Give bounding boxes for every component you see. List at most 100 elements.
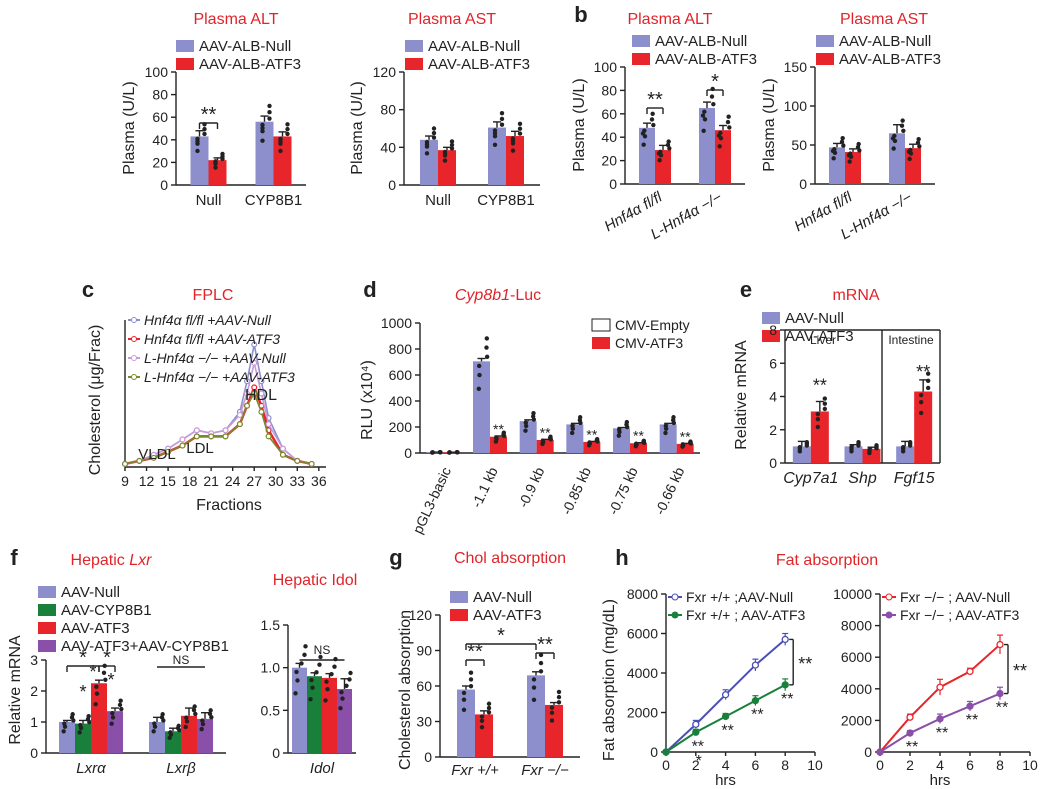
h2-x-tick-label: 8 xyxy=(996,757,1004,773)
e-bar-0-1 xyxy=(844,446,863,463)
c-x-tick-label: 15 xyxy=(160,473,176,489)
h2-point xyxy=(936,715,944,723)
e-point xyxy=(925,385,931,391)
h2-legend-label: Fxr −/− ; AAV-ATF3 xyxy=(900,607,1020,623)
a1-bar-1-0 xyxy=(208,160,227,185)
e-category-label: Cyp7a1 xyxy=(783,470,838,487)
h2-sig-label: ** xyxy=(1013,661,1027,681)
h1-sig-label: ** xyxy=(751,707,763,724)
f1-point xyxy=(183,724,188,730)
b2-y-tick-label: 0 xyxy=(799,176,807,192)
h-title: Fat absorption xyxy=(776,552,878,569)
d-point xyxy=(641,440,647,445)
d-sig-label: ** xyxy=(633,428,644,444)
b1-point xyxy=(702,109,707,114)
f1-sig-label: * xyxy=(89,662,96,682)
c-point xyxy=(222,433,229,440)
a2-legend-swatch xyxy=(405,40,423,52)
a1-point xyxy=(213,160,218,165)
f1-point xyxy=(191,708,197,713)
d-point xyxy=(540,441,545,447)
d-category-label: -0.85 kb xyxy=(558,464,594,517)
d-category-label: -0.66 kb xyxy=(652,464,688,517)
a1-point xyxy=(220,156,225,162)
d-y-tick-label: 0 xyxy=(404,445,412,461)
a2-point xyxy=(517,121,523,126)
d-point xyxy=(455,450,460,455)
f1-point xyxy=(70,712,75,717)
g-point xyxy=(538,669,544,674)
c-annotation-hdl: HDL xyxy=(245,387,277,404)
a2-title: Plasma AST xyxy=(408,11,496,28)
d-point xyxy=(493,439,499,444)
f2-point xyxy=(309,677,314,683)
h2-xlabel: hrs xyxy=(930,772,951,789)
f1-point xyxy=(87,719,92,725)
d-point xyxy=(671,415,676,420)
b2-ylabel: Plasma (U/L) xyxy=(761,78,778,171)
c-point xyxy=(179,442,186,449)
b1-y-tick-label: 20 xyxy=(601,153,617,169)
a1-point xyxy=(278,148,283,154)
f1-sig-label: * xyxy=(79,647,87,669)
e-point xyxy=(900,445,906,450)
f1-point xyxy=(167,735,172,741)
a2-point xyxy=(517,131,523,136)
b1-point xyxy=(665,142,671,148)
b2-point xyxy=(847,159,852,164)
d-point xyxy=(633,443,639,449)
h1-legend-marker xyxy=(671,593,679,601)
h2-legend-label: Fxr −/− ; AAV-Null xyxy=(900,589,1010,605)
b1-point xyxy=(700,113,706,118)
c-x-tick-label: 36 xyxy=(311,473,327,489)
g-title: Chol absorption xyxy=(454,550,566,567)
f1-ylabel: Relative mRNA xyxy=(7,635,24,745)
b2-point xyxy=(856,141,861,147)
e-point xyxy=(867,447,872,452)
a1-point xyxy=(285,126,290,132)
h2-point xyxy=(966,667,974,676)
b2-point xyxy=(846,153,852,158)
d-point xyxy=(501,430,507,435)
c-series-line-3 xyxy=(124,391,312,465)
b1-point xyxy=(716,133,722,138)
c-point xyxy=(193,433,200,440)
e-point xyxy=(822,401,828,406)
c-point xyxy=(121,460,128,467)
panel-letter-c: c xyxy=(82,277,94,302)
b2-legend-label: AAV-ALB-Null xyxy=(839,33,931,50)
h2-point xyxy=(936,683,944,691)
c-point xyxy=(294,457,301,464)
g-point xyxy=(461,690,467,696)
h2-point xyxy=(966,702,974,710)
f1-point xyxy=(200,721,206,727)
b1-y-tick-label: 40 xyxy=(601,129,617,145)
f2-y-tick-label: 1.5 xyxy=(261,617,281,633)
h2-sig-label: ** xyxy=(906,739,918,756)
e-point xyxy=(907,440,913,445)
a1-y-tick-label: 60 xyxy=(152,109,168,125)
g-point xyxy=(556,694,562,700)
b2-legend-label: AAV-ALB-ATF3 xyxy=(839,51,941,68)
h1-x-tick-label: 2 xyxy=(692,757,700,773)
a1-point xyxy=(267,103,272,109)
d-point xyxy=(548,437,554,442)
h1-point xyxy=(781,635,789,644)
b1-legend-label: AAV-ALB-ATF3 xyxy=(655,51,757,68)
d-sig-label: ** xyxy=(540,424,551,440)
a1-sig-label: ** xyxy=(201,104,217,126)
f1-legend-label: AAV-CYP8B1 xyxy=(61,602,152,619)
h2-x-tick-label: 0 xyxy=(876,757,884,773)
h2-point xyxy=(996,640,1004,649)
f2-bar-2-0 xyxy=(322,677,337,753)
f2-point xyxy=(294,669,299,675)
h1-x-tick-label: 0 xyxy=(662,757,670,773)
c-annotation-ldl: LDL xyxy=(186,440,214,457)
f1-category-label: Lxrβ xyxy=(166,760,196,777)
g-point xyxy=(531,685,537,690)
h1-y-tick-label: 6000 xyxy=(627,626,658,642)
f1-point xyxy=(71,718,76,723)
c-x-tick-label: 18 xyxy=(182,473,198,489)
d-legend-label: CMV-Empty xyxy=(615,317,690,333)
f1-point xyxy=(94,684,99,689)
